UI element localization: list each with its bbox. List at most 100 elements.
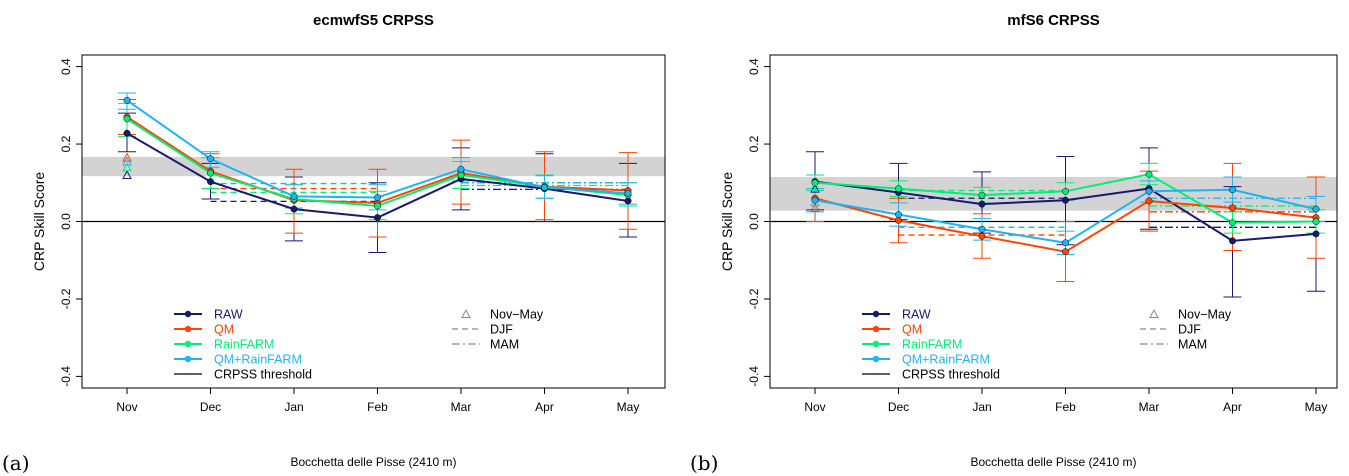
- data-point: [1312, 218, 1320, 225]
- data-point: [457, 165, 465, 173]
- data-point: [895, 216, 902, 224]
- data-point: [978, 232, 986, 240]
- data-point: [374, 202, 381, 210]
- y-tick-label: -0.4: [747, 366, 761, 387]
- novmay-marker: [810, 202, 820, 212]
- data-point: [1229, 219, 1236, 227]
- y-tick-label: 0.0: [747, 213, 761, 230]
- data-point: [1312, 230, 1320, 238]
- y-tick-label: 0.2: [747, 135, 761, 152]
- novmay-marker: [810, 197, 820, 207]
- legend-label-1: QM: [902, 323, 922, 337]
- data-point: [290, 192, 298, 200]
- y-tick-label: -0.2: [747, 288, 761, 309]
- x-tick-label: Jan: [972, 400, 991, 414]
- legend-label-2: RainFARM: [214, 338, 274, 352]
- legend-marker-1: [872, 325, 880, 333]
- legend-marker-3: [872, 355, 880, 363]
- data-point: [895, 211, 902, 218]
- panel-b: mfS6 CRPSS -0.4 -0.2 0.0 0.2 0.4 CRP Skill Sco…: [690, 12, 1338, 475]
- panel-title: ecmwfS5 CRPSS: [313, 12, 434, 29]
- legend-marker-2: [872, 340, 880, 348]
- x-axis-label: Bocchetta delle Pisse (2410 m): [970, 455, 1136, 469]
- legend-threshold-label: CRPSS threshold: [902, 368, 1000, 382]
- threshold-band: [770, 176, 1337, 211]
- y-axis-label: CRP Skill Score: [719, 172, 735, 272]
- data-point: [1145, 187, 1153, 195]
- data-point: [1145, 170, 1153, 178]
- data-point: [207, 178, 214, 186]
- data-point: [1062, 239, 1069, 247]
- legend-djf-label: DJF: [490, 323, 513, 337]
- x-tick-label: Apr: [1223, 400, 1242, 414]
- data-point: [624, 197, 632, 205]
- x-tick-label: Feb: [1055, 400, 1076, 414]
- legend-label-1: QM: [214, 323, 234, 337]
- y-axis-label: CRP Skill Score: [31, 172, 47, 272]
- data-point: [1062, 248, 1069, 256]
- panel-title: mfS6 CRPSS: [1007, 12, 1100, 29]
- data-point: [457, 171, 465, 179]
- data-point: [374, 194, 381, 201]
- data-point: [978, 191, 986, 199]
- y-tick-label: -0.4: [59, 366, 73, 387]
- data-point: [290, 205, 298, 213]
- x-tick-label: May: [617, 400, 640, 414]
- legend-label-3: QM+RainFARM: [902, 353, 990, 367]
- data-point: [1229, 204, 1236, 212]
- legend-novmay-label: Nov−May: [1178, 308, 1232, 322]
- legend-novmay-marker: [1149, 308, 1159, 318]
- novmay-marker: [122, 156, 132, 166]
- panel-tag: (a): [2, 451, 30, 475]
- legend-threshold-label: CRPSS threshold: [214, 368, 312, 382]
- novmay-marker: [122, 162, 132, 172]
- data-point: [541, 183, 548, 191]
- x-tick-label: May: [1305, 400, 1328, 414]
- legend-mam-label: MAM: [1178, 338, 1207, 352]
- panel-a: ecmwfS5 CRPSS -0.4 -0.2 0.0 0.2 0.4 CRP Skill …: [2, 12, 666, 475]
- legend-marker-0: [184, 310, 192, 318]
- x-tick-label: Nov: [116, 400, 137, 414]
- threshold-band: [82, 156, 665, 177]
- novmay-marker: [810, 183, 820, 193]
- data-point: [978, 225, 986, 233]
- y-tick-label: 0.4: [59, 58, 73, 75]
- y-tick-label: 0.0: [59, 213, 73, 230]
- y-tick-label: -0.2: [59, 288, 73, 309]
- x-tick-label: Dec: [200, 400, 221, 414]
- data-point: [1062, 187, 1069, 195]
- legend-novmay-marker: [461, 308, 471, 318]
- data-point: [1312, 205, 1320, 213]
- legend-mam-label: MAM: [490, 338, 519, 352]
- legend-label-0: RAW: [214, 308, 243, 322]
- x-axis-label: Bocchetta delle Pisse (2410 m): [290, 455, 456, 469]
- data-point: [1145, 197, 1153, 205]
- data-point: [207, 169, 214, 177]
- data-point: [207, 155, 214, 163]
- data-point: [1062, 196, 1069, 204]
- x-tick-label: Feb: [367, 400, 388, 414]
- novmay-marker: [122, 169, 132, 180]
- panel-tag: (b): [690, 451, 718, 475]
- x-tick-label: Nov: [804, 400, 825, 414]
- y-tick-label: 0.4: [747, 58, 761, 75]
- novmay-marker: [122, 152, 132, 162]
- legend-marker-0: [872, 310, 880, 318]
- data-point: [624, 189, 632, 197]
- legend-djf-label: DJF: [1178, 323, 1201, 337]
- novmay-marker: [810, 181, 820, 191]
- data-point: [123, 96, 131, 104]
- data-point: [1229, 237, 1236, 245]
- data-point: [978, 200, 986, 208]
- data-point: [123, 115, 131, 123]
- y-tick-label: 0.2: [59, 135, 73, 152]
- data-point: [895, 185, 902, 193]
- x-tick-label: Apr: [535, 400, 554, 414]
- data-point: [123, 129, 131, 137]
- legend-label-0: RAW: [902, 308, 931, 322]
- legend-label-2: RainFARM: [902, 338, 962, 352]
- legend-novmay-label: Nov−May: [490, 308, 544, 322]
- legend-marker-1: [184, 325, 192, 333]
